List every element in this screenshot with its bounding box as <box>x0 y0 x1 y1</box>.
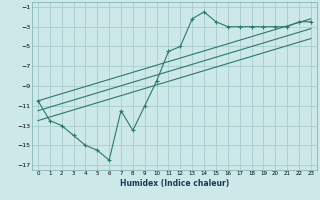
X-axis label: Humidex (Indice chaleur): Humidex (Indice chaleur) <box>120 179 229 188</box>
